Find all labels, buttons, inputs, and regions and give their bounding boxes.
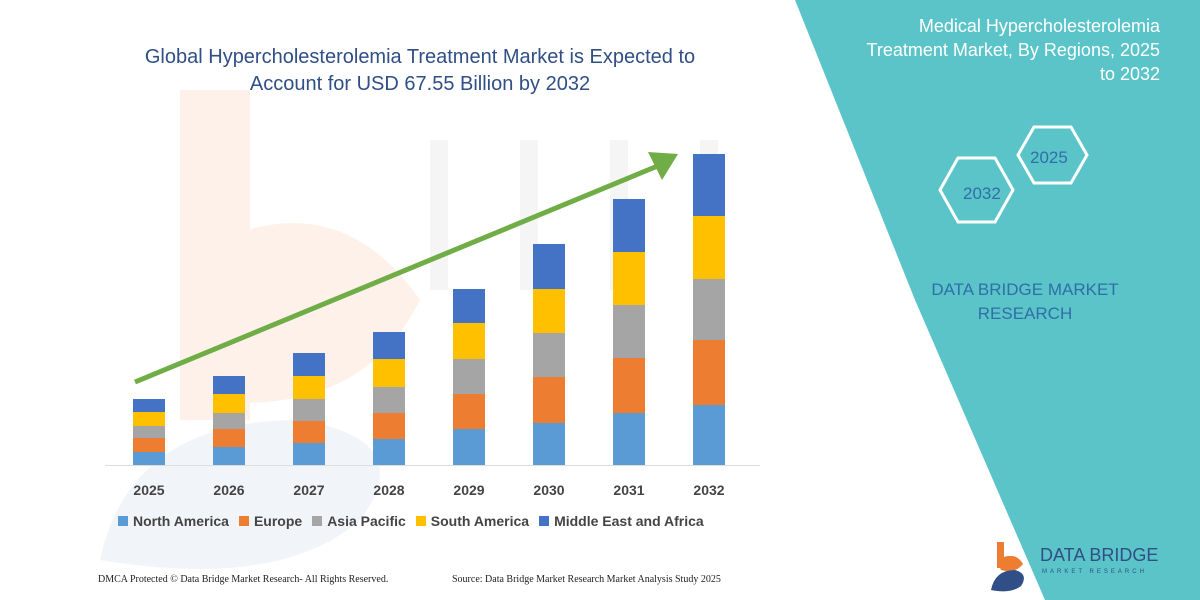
x-tick-label: 2029 (453, 482, 484, 498)
legend-label: Europe (253, 513, 303, 529)
side-panel-title: Medical Hypercholesterolemia Treatment M… (866, 16, 1160, 84)
bar-segment-europe-2029 (453, 394, 485, 429)
brand-text: DATA BRIDGE MARKET RESEARCH (931, 280, 1119, 323)
bar-segment-middle-east-and-africa-2027 (293, 353, 325, 376)
legend-label: Middle East and Africa (554, 513, 704, 529)
legend-swatch (312, 516, 323, 526)
legend-swatch (539, 516, 550, 526)
bar-segment-europe-2027 (293, 421, 325, 443)
logo-subtext: MARKET RESEARCH (1042, 569, 1147, 575)
logo-icon (991, 542, 1024, 592)
logo-text: DATA BRIDGE (1040, 545, 1159, 565)
bar-segment-south-america-2026 (213, 394, 245, 413)
legend-swatch (238, 516, 249, 526)
bar-segment-north-america-2032 (693, 405, 725, 465)
hexagon-2025 (1016, 125, 1089, 185)
bar-segment-north-america-2030 (533, 423, 565, 465)
bar-segment-north-america-2026 (213, 447, 245, 465)
bar-segment-middle-east-and-africa-2025 (133, 399, 165, 412)
bar-segment-asia-pacific-2029 (453, 359, 485, 394)
legend-item: Asia Pacific (312, 513, 406, 529)
bar-segment-europe-2026 (213, 429, 245, 447)
legend-item: South America (415, 513, 530, 529)
bar-segment-asia-pacific-2025 (133, 426, 165, 438)
bar-segment-asia-pacific-2031 (613, 305, 645, 358)
legend-item: North America (118, 513, 229, 529)
bar-segment-europe-2031 (613, 358, 645, 413)
x-tick-label: 2025 (133, 482, 164, 498)
bar-segment-europe-2032 (693, 340, 725, 405)
bar-segment-europe-2028 (373, 413, 405, 439)
bar-segment-asia-pacific-2028 (373, 387, 405, 413)
legend-label: South America (430, 513, 530, 529)
bar-segment-north-america-2028 (373, 439, 405, 465)
footer-source: Source: Data Bridge Market Research Mark… (452, 574, 721, 585)
bar-segment-south-america-2032 (693, 216, 725, 279)
x-tick-label: 2028 (373, 482, 404, 498)
x-tick-label: 2031 (613, 482, 644, 498)
bar-segment-europe-2030 (533, 377, 565, 423)
bar-segment-north-america-2025 (133, 452, 165, 465)
bar-segment-south-america-2030 (533, 289, 565, 333)
bar-chart: 2025 2026 2027 2028 2029 2030 2031 2032 (105, 152, 760, 498)
bar-segment-south-america-2025 (133, 412, 165, 426)
bar-segment-south-america-2029 (453, 323, 485, 359)
legend-label: Asia Pacific (327, 513, 406, 529)
footer-copyright: DMCA Protected © Data Bridge Market Rese… (98, 574, 389, 585)
legend-label: North America (133, 513, 229, 529)
hexagon-2032 (938, 156, 1015, 224)
x-tick-label: 2027 (293, 482, 324, 498)
bar-segment-south-america-2031 (613, 252, 645, 305)
legend-item: Europe (238, 513, 303, 529)
trend-arrow-head (648, 152, 678, 180)
trend-arrow-line (134, 162, 661, 385)
legend: North America Europe Asia Pacific South Ame… (118, 513, 704, 529)
x-tick-label: 2026 (213, 482, 244, 498)
legend-item: Middle East and Africa (539, 513, 704, 529)
bar-segment-south-america-2028 (373, 359, 405, 387)
bar-segment-asia-pacific-2027 (293, 399, 325, 421)
legend-swatch (118, 516, 128, 526)
bar-segment-middle-east-and-africa-2030 (533, 244, 565, 289)
bar-segment-middle-east-and-africa-2031 (613, 199, 645, 252)
bar-segment-europe-2025 (133, 438, 165, 452)
bar-segment-south-america-2027 (293, 376, 325, 399)
x-tick-label: 2032 (693, 482, 724, 498)
bar-segment-north-america-2029 (453, 429, 485, 465)
chart-title: Global Hypercholesterolemia Treatment Ma… (144, 46, 696, 95)
bar-segment-asia-pacific-2032 (693, 279, 725, 340)
bar-segment-middle-east-and-africa-2029 (453, 289, 485, 323)
bar-segment-middle-east-and-africa-2032 (693, 154, 725, 216)
bar-segment-middle-east-and-africa-2028 (373, 332, 405, 359)
hex-label-2025: 2025 (1030, 148, 1068, 167)
bar-segment-north-america-2031 (613, 413, 645, 465)
hex-label-2032: 2032 (963, 184, 1001, 203)
bar-segment-asia-pacific-2030 (533, 333, 565, 377)
legend-swatch (415, 516, 426, 526)
bar-segment-north-america-2027 (293, 443, 325, 465)
bar-segment-asia-pacific-2026 (213, 413, 245, 429)
bar-segment-middle-east-and-africa-2026 (213, 376, 245, 394)
x-tick-label: 2030 (533, 482, 564, 498)
